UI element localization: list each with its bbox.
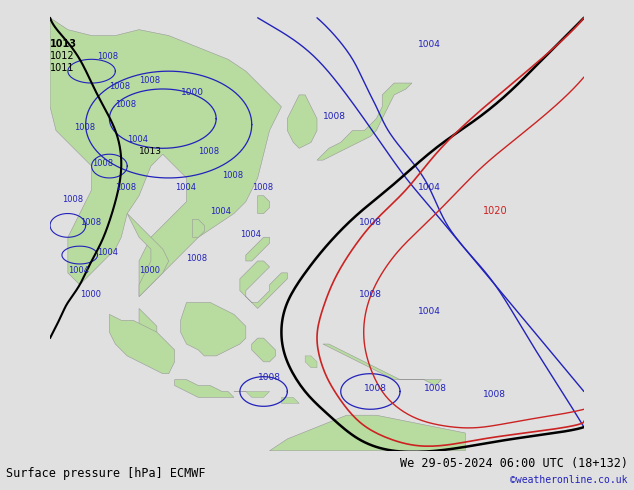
Polygon shape	[269, 415, 465, 451]
Polygon shape	[240, 261, 287, 308]
Text: 1004: 1004	[418, 41, 441, 49]
Text: 1012: 1012	[50, 51, 75, 61]
Text: 1008: 1008	[115, 183, 136, 192]
Polygon shape	[174, 380, 234, 397]
Text: 1008: 1008	[186, 254, 207, 263]
Polygon shape	[317, 83, 412, 160]
Text: 1000: 1000	[181, 88, 204, 97]
Polygon shape	[252, 338, 276, 362]
Text: 1008: 1008	[110, 82, 131, 91]
Text: 1013: 1013	[50, 40, 77, 49]
Text: Surface pressure [hPa] ECMWF: Surface pressure [hPa] ECMWF	[6, 467, 206, 480]
Text: ©weatheronline.co.uk: ©weatheronline.co.uk	[510, 475, 628, 485]
Polygon shape	[50, 18, 281, 296]
Text: 1000: 1000	[139, 266, 160, 275]
Polygon shape	[181, 302, 246, 356]
Text: 1008: 1008	[74, 123, 95, 132]
Text: 1004: 1004	[418, 307, 441, 317]
Text: 1011: 1011	[50, 63, 75, 73]
Text: 1008: 1008	[91, 159, 113, 168]
Text: 1004: 1004	[98, 248, 119, 257]
Text: 1008: 1008	[222, 171, 243, 180]
Polygon shape	[110, 315, 174, 374]
Text: 1004: 1004	[174, 183, 196, 192]
Text: 1004: 1004	[240, 230, 261, 239]
Polygon shape	[305, 356, 317, 368]
Polygon shape	[287, 95, 317, 148]
Polygon shape	[257, 196, 269, 214]
Text: 1000: 1000	[80, 290, 101, 298]
Text: 1008: 1008	[323, 112, 346, 121]
Text: 1004: 1004	[127, 135, 148, 145]
Text: 1004: 1004	[68, 266, 89, 275]
Polygon shape	[139, 308, 157, 338]
Text: 1008: 1008	[365, 385, 387, 393]
Text: 1004: 1004	[210, 207, 231, 216]
Text: 1008: 1008	[257, 372, 281, 382]
Text: 1008: 1008	[62, 195, 83, 204]
Text: 1008: 1008	[80, 219, 101, 227]
Text: 1008: 1008	[252, 183, 273, 192]
Polygon shape	[193, 220, 204, 237]
Polygon shape	[127, 214, 169, 296]
Text: 1008: 1008	[115, 100, 136, 109]
Polygon shape	[246, 237, 269, 261]
Text: 1004: 1004	[418, 183, 441, 192]
Text: 1008: 1008	[198, 147, 219, 156]
Polygon shape	[323, 344, 441, 386]
Text: 1008: 1008	[98, 52, 119, 61]
Text: 1013: 1013	[139, 147, 162, 156]
Text: 1008: 1008	[358, 290, 382, 298]
Text: 1008: 1008	[139, 76, 160, 85]
Text: 1008: 1008	[483, 391, 506, 399]
Text: 1020: 1020	[483, 205, 508, 216]
Text: 1008: 1008	[424, 385, 447, 393]
Polygon shape	[281, 397, 299, 403]
Polygon shape	[234, 392, 269, 397]
Text: We 29-05-2024 06:00 UTC (18+132): We 29-05-2024 06:00 UTC (18+132)	[399, 457, 628, 470]
Text: 1008: 1008	[358, 219, 382, 227]
